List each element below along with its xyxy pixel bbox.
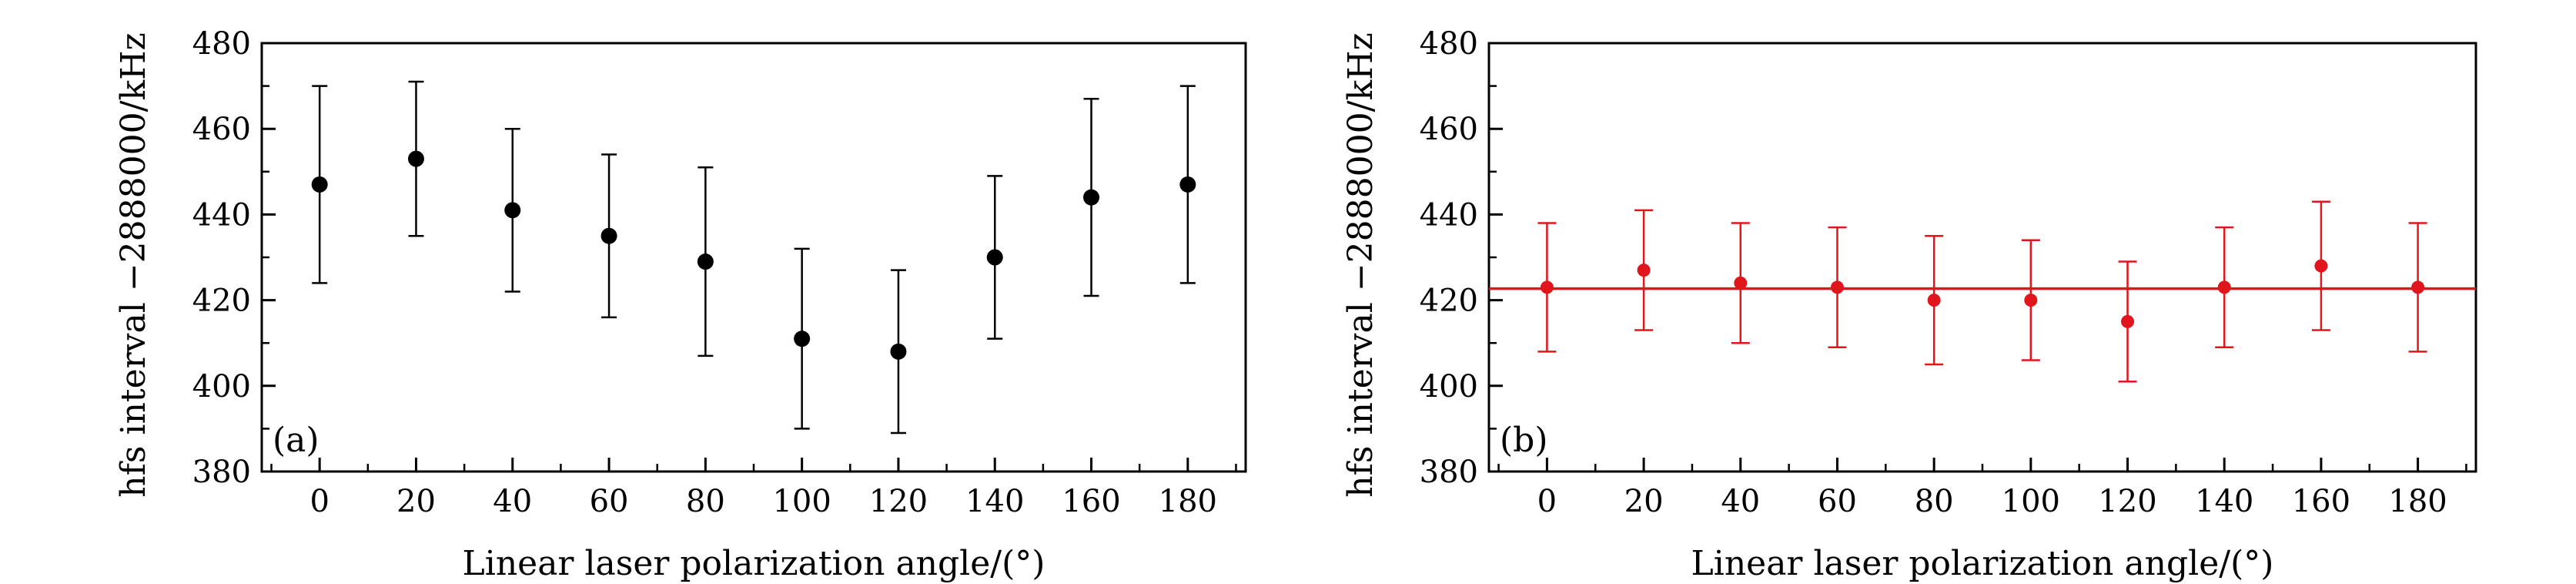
panel-label: (a) (273, 421, 319, 460)
y-tick-label: 400 (1420, 369, 1478, 404)
y-tick-label: 480 (192, 26, 251, 62)
data-point (986, 249, 1003, 266)
data-point (697, 253, 714, 270)
data-point (794, 331, 811, 347)
data-point (1083, 189, 1100, 206)
data-point (2217, 280, 2231, 294)
y-tick-label: 440 (192, 197, 251, 233)
data-point (1637, 263, 1651, 277)
y-tick-label: 440 (1420, 197, 1478, 233)
x-tick-label: 0 (309, 484, 329, 519)
y-tick-label: 420 (192, 284, 251, 319)
y-axis-title: hfs interval −2888000/kHz (1341, 32, 1380, 497)
data-point (601, 227, 617, 244)
plot-frame (260, 42, 1247, 473)
data-point (1927, 294, 1941, 307)
data-point (2024, 294, 2038, 307)
x-tick-label: 100 (2002, 484, 2060, 519)
data-point (2314, 259, 2328, 273)
x-tick-label: 20 (1624, 484, 1664, 519)
y-tick-label: 380 (1420, 455, 1478, 490)
y-tick-label: 420 (1420, 284, 1478, 319)
x-tick-label: 180 (2388, 484, 2447, 519)
x-tick-label: 40 (493, 484, 532, 519)
y-tick-label: 380 (192, 455, 251, 490)
x-tick-label: 160 (2292, 484, 2350, 519)
x-tick-label: 0 (1537, 484, 1557, 519)
plot-frame (1487, 42, 2477, 473)
x-tick-label: 40 (1721, 484, 1760, 519)
x-axis-title: Linear laser polarization angle/(°) (1691, 544, 2274, 583)
x-axis-title: Linear laser polarization angle/(°) (463, 544, 1045, 583)
y-tick-label: 480 (1420, 26, 1478, 62)
y-tick-label: 460 (192, 112, 251, 147)
data-point (2411, 280, 2425, 294)
x-tick-label: 20 (396, 484, 436, 519)
data-point (504, 202, 521, 219)
x-tick-label: 80 (686, 484, 725, 519)
data-point (311, 176, 328, 193)
data-point (1830, 280, 1844, 294)
x-tick-label: 100 (772, 484, 831, 519)
data-point (2121, 314, 2135, 328)
data-point (1179, 176, 1196, 193)
data-point (1734, 276, 1748, 290)
x-tick-label: 60 (1818, 484, 1857, 519)
x-tick-label: 60 (590, 484, 629, 519)
chart-panel-a: 380 400 420 440 460 480 0 20 40 60 80 100 120 140 160 1… (114, 26, 1247, 583)
y-tick-label: 460 (1420, 112, 1478, 147)
x-tick-label: 140 (965, 484, 1024, 519)
x-tick-label: 120 (869, 484, 928, 519)
x-tick-label: 160 (1062, 484, 1120, 519)
x-tick-label: 180 (1159, 484, 1217, 519)
x-tick-label: 80 (1915, 484, 1954, 519)
chart-panel-b: 380 400 420 440 460 480 0 20 40 60 80 100 120 140 160 1… (1341, 26, 2477, 583)
y-tick-label: 400 (192, 369, 251, 404)
panel-label: (b) (1500, 421, 1548, 460)
x-tick-label: 120 (2098, 484, 2156, 519)
y-axis-title: hfs interval −2888000/kHz (114, 32, 153, 497)
data-point (1540, 280, 1554, 294)
data-point (890, 343, 907, 360)
x-tick-label: 140 (2195, 484, 2253, 519)
data-point (407, 150, 424, 167)
